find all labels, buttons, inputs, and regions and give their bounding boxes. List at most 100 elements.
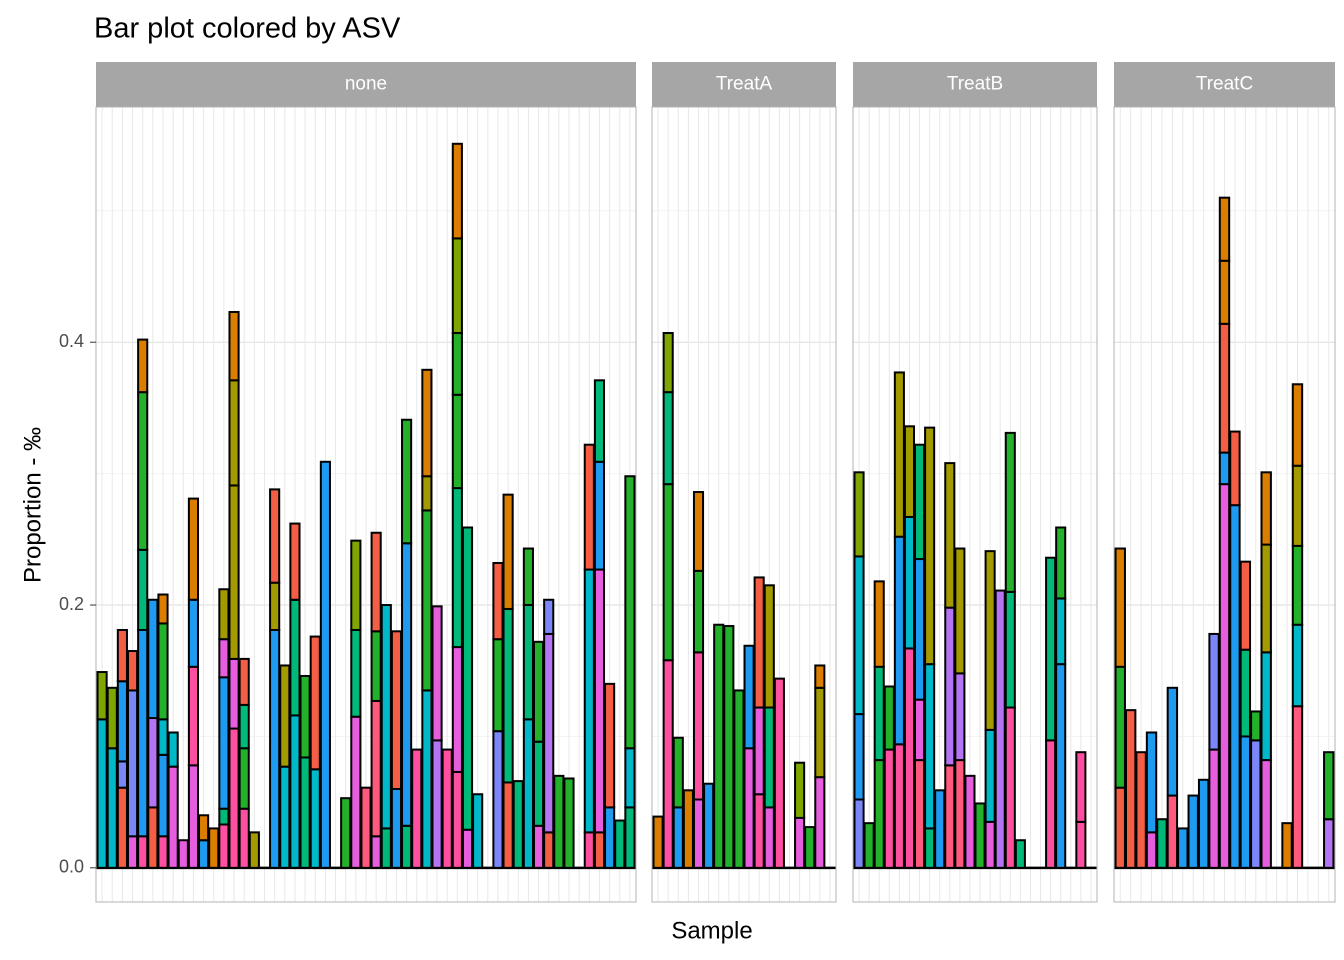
bar-segment [593, 831, 606, 869]
bar-segment [492, 638, 504, 733]
facet-label: TreatA [716, 74, 773, 95]
bar-segment [187, 598, 200, 668]
bar-segment [289, 598, 301, 717]
bar-segment [137, 391, 149, 551]
bar-segment [116, 786, 128, 869]
bar-segment [773, 677, 785, 869]
bar-segment [319, 460, 331, 869]
bar-segment [401, 542, 413, 827]
bar-segment [914, 443, 926, 561]
y-tick-label: 0.0 [59, 857, 84, 877]
bar-segment [1055, 597, 1067, 666]
bar-segment [350, 715, 362, 869]
bar-segment [853, 555, 865, 716]
bar-segment [157, 835, 169, 869]
bar-segment [903, 515, 915, 650]
bar-segment [662, 659, 674, 869]
bar-segment [177, 839, 189, 869]
bar-segment [1239, 560, 1252, 651]
bar-segment [1218, 451, 1231, 486]
bar-segment [522, 718, 534, 869]
bar-segment [954, 672, 966, 762]
bar-segment [1239, 735, 1252, 869]
bar-segment [309, 635, 321, 771]
bar-segment [924, 426, 936, 666]
bar-segment [974, 802, 986, 869]
facet-label: TreatC [1196, 74, 1253, 95]
bar-segment [157, 718, 169, 756]
bar-segment [472, 793, 484, 869]
bar-segment [1218, 259, 1231, 325]
bar-segment [411, 748, 423, 869]
bar-segment [137, 628, 149, 838]
bar-segment [441, 748, 453, 869]
bar-segment [116, 760, 128, 789]
bar-segment [421, 475, 433, 512]
bar-segment [421, 368, 433, 478]
bar-segment [624, 806, 636, 869]
bar-segment [672, 736, 684, 809]
bar-segment [157, 753, 169, 838]
bar-segment [228, 310, 240, 382]
bar-segment [228, 657, 240, 730]
bar-segment [583, 831, 595, 869]
bar-segment [451, 142, 463, 240]
bar-segment [1045, 739, 1057, 869]
bar-segment [390, 630, 403, 790]
bar-segment [624, 747, 636, 809]
bar-segment [853, 713, 865, 801]
bar-segment [652, 815, 664, 869]
bar-segment [1166, 794, 1179, 869]
bar-segment [924, 663, 936, 830]
bar-segment [1291, 623, 1304, 708]
bar-segment [289, 522, 301, 601]
bar-segment [984, 728, 996, 823]
bar-segment [532, 824, 545, 869]
bar-segment [370, 835, 382, 869]
bar-segment [126, 650, 139, 692]
bar-segment [873, 580, 885, 668]
facet-strip [1114, 62, 1335, 107]
bar-segment [733, 689, 745, 869]
bar-segment [451, 646, 463, 773]
bar-segment [753, 576, 765, 709]
bar-segment [583, 568, 595, 834]
bar-segment [583, 443, 595, 571]
bar-segment [593, 379, 606, 463]
bar-segment [137, 835, 149, 869]
bar-segment [228, 379, 240, 487]
bar-segment [340, 797, 352, 869]
bar-segment [1260, 651, 1272, 762]
bar-segment [954, 547, 966, 675]
bar-segment [1114, 547, 1126, 668]
bar-segment [1114, 665, 1126, 789]
bar-segment [743, 644, 755, 750]
bar-segment [126, 689, 139, 838]
bar-segment [1291, 705, 1304, 869]
bar-segment [543, 598, 555, 635]
bar-segment [814, 686, 826, 779]
bar-segment [794, 816, 806, 869]
panel-border [1113, 106, 1336, 903]
bar-segment [1239, 648, 1252, 738]
bar-segment [944, 764, 956, 869]
bar-segment [814, 776, 826, 869]
bar-segment [883, 685, 895, 751]
bar-segment [309, 768, 321, 869]
bar-segment [753, 706, 765, 796]
bar-segment [692, 569, 705, 654]
bar-segment [1145, 831, 1158, 869]
y-tick-label: 0.2 [59, 594, 84, 614]
bar-segment [723, 625, 735, 869]
bar-segment [1055, 526, 1067, 600]
bar-segment [543, 831, 555, 869]
bar-segment [553, 774, 565, 869]
bar-segment [370, 630, 382, 702]
bar-segment [1135, 751, 1147, 869]
bar-segment [147, 806, 159, 869]
bar-segment [1260, 759, 1272, 869]
bar-segment [543, 632, 555, 834]
bar-segment [1055, 663, 1067, 869]
bar-segment [299, 674, 311, 759]
bar-segment [167, 731, 179, 768]
